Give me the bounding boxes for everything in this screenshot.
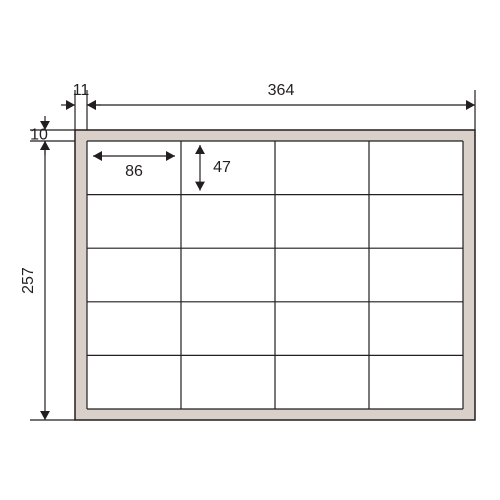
arrow-head <box>87 100 96 110</box>
dim-label-left-span: 257 <box>20 267 37 294</box>
arrow-head <box>66 100 75 110</box>
dim-label-cell-w: 86 <box>125 163 143 180</box>
dim-label-top-gap: 11 <box>73 82 90 99</box>
dim-label-top-span: 364 <box>268 82 295 99</box>
dim-label-cell-h: 47 <box>213 159 231 176</box>
arrow-head <box>40 411 50 420</box>
arrow-head <box>466 100 475 110</box>
